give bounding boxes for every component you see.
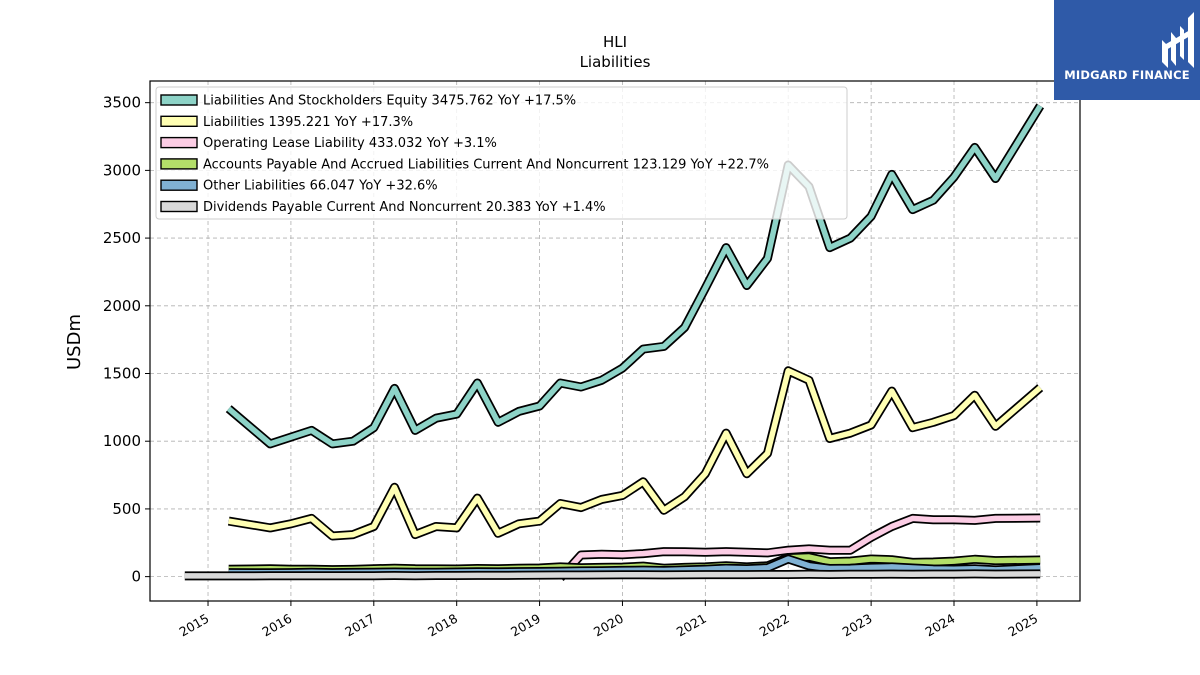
x-tick-label: 2025 [1005, 611, 1040, 640]
x-tick-label: 2021 [674, 611, 709, 640]
y-tick-label: 3500 [103, 94, 141, 112]
legend-label: Accounts Payable And Accrued Liabilities… [203, 157, 769, 172]
x-tick-label: 2023 [840, 611, 875, 640]
series-line [228, 368, 1042, 539]
y-tick-label: 0 [131, 568, 141, 586]
legend-frame [155, 86, 848, 220]
legend-swatch [160, 115, 198, 128]
plot-frame [149, 80, 1081, 602]
legend-label: Other Liabilities 66.047 YoY +32.6% [203, 179, 438, 194]
x-tick-label: 2015 [176, 611, 211, 640]
legend-label: Operating Lease Liability 433.032 YoY +3… [203, 136, 497, 151]
series-layer [184, 103, 1045, 582]
legend-swatch [160, 136, 198, 149]
legend-label: Dividends Payable Current And Noncurrent… [203, 200, 606, 215]
y-axis: 0 500 1000 1500 2000 2500 3000 3500 [103, 94, 150, 586]
series-outline [227, 366, 1044, 541]
legend-swatch [160, 158, 198, 170]
legend-swatch [160, 179, 198, 191]
y-tick-label: 2000 [103, 297, 141, 315]
legend-swatch [160, 200, 198, 213]
x-tick-label: 2016 [259, 611, 294, 640]
legend-label: Liabilities And Stockholders Equity 3475… [203, 94, 576, 109]
y-tick-label: 3000 [103, 161, 141, 179]
x-axis: 2015 2016 2017 2018 2019 2020 2021 2022 2023 2024… [176, 601, 1040, 640]
y-tick-label: 500 [112, 500, 141, 518]
x-tick-label: 2019 [508, 611, 543, 640]
brand-mark-icon [1162, 12, 1194, 68]
legend: Liabilities And Stockholders Equity 3475… [155, 86, 848, 220]
x-tick-label: 2018 [425, 611, 460, 640]
series-line [184, 571, 1041, 579]
y-tick-label: 2500 [103, 229, 141, 247]
x-tick-label: 2024 [922, 611, 957, 640]
series-line [558, 515, 1041, 580]
legend-swatch [160, 94, 198, 106]
x-tick-label: 2017 [342, 611, 377, 640]
series-line [226, 104, 1043, 447]
y-tick-label: 1500 [103, 365, 141, 383]
x-tick-label: 2022 [757, 611, 792, 640]
brand-logo: MIDGARD FINANCE [1054, 0, 1200, 100]
legend-label: Liabilities 1395.221 YoY +17.3% [203, 115, 413, 130]
y-axis-label: USDm [64, 314, 85, 370]
x-tick-label: 2020 [591, 611, 626, 640]
chart-subtitle: Liabilities [580, 53, 651, 71]
chart-title: HLI [603, 33, 627, 51]
brand-name: MIDGARD FINANCE [1064, 68, 1190, 82]
y-tick-label: 1000 [103, 432, 141, 450]
